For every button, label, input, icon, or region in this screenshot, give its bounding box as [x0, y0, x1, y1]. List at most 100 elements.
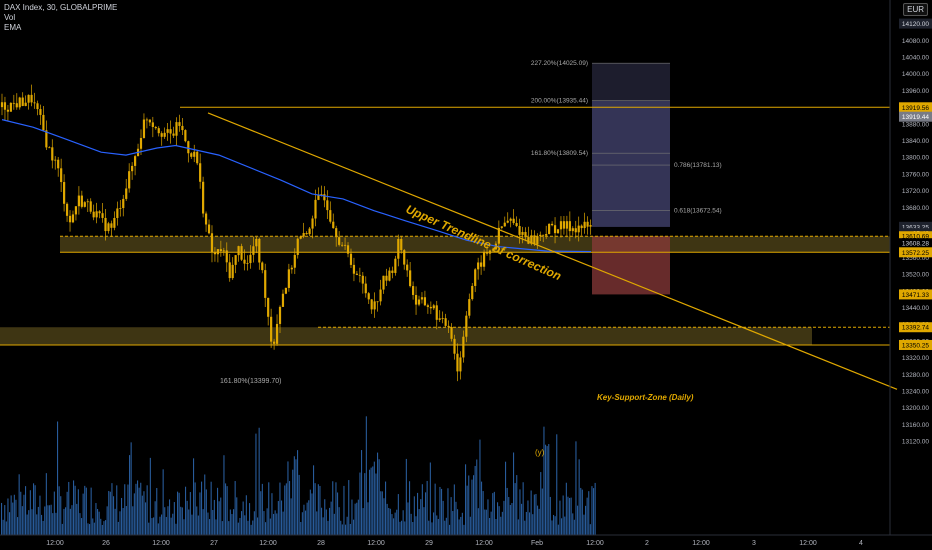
- candle-body: [323, 194, 326, 201]
- volume-bar: [356, 502, 358, 535]
- volume-bar: [364, 473, 366, 535]
- candle-body: [515, 223, 518, 226]
- volume-bar: [308, 500, 310, 535]
- volume-indicator-label[interactable]: Vol: [4, 13, 16, 22]
- candle-body: [568, 221, 571, 232]
- volume-bar: [277, 501, 279, 535]
- candle-body: [154, 126, 157, 129]
- candle-body: [429, 306, 432, 309]
- volume-bar: [207, 512, 209, 535]
- volume-bar: [530, 490, 532, 535]
- volume-bar: [425, 492, 427, 535]
- candle-body: [148, 119, 151, 123]
- price-badge-label: 13608.28: [902, 241, 929, 248]
- candle-body: [101, 213, 104, 218]
- volume-bar: [564, 516, 566, 535]
- volume-bar: [255, 433, 257, 535]
- volume-bar: [409, 481, 411, 535]
- candle-body: [500, 226, 503, 228]
- volume-bar: [151, 518, 153, 535]
- volume-bar: [167, 506, 169, 535]
- volume-bar: [79, 513, 81, 535]
- volume-bar: [28, 510, 30, 535]
- volume-bar: [41, 514, 43, 535]
- candle-body: [432, 305, 435, 309]
- time-tick-label: 12:00: [475, 540, 493, 547]
- volume-bar: [498, 506, 500, 535]
- volume-bar: [527, 500, 529, 535]
- volume-bar: [562, 495, 564, 535]
- price-badge: [899, 247, 932, 258]
- volume-bar: [130, 442, 132, 535]
- candle-body: [441, 318, 444, 319]
- volume-bar: [557, 524, 559, 535]
- volume-bar: [196, 506, 198, 535]
- volume-bar: [45, 473, 47, 535]
- price-tick-label: 14000.00: [902, 71, 929, 78]
- volume-bar: [159, 516, 161, 535]
- candle-body: [370, 299, 373, 310]
- candle-body: [320, 194, 323, 195]
- volume-bar: [554, 516, 556, 535]
- candle-body: [456, 353, 459, 372]
- candle-body: [346, 245, 350, 254]
- price-badge-label: 13633.25: [902, 224, 929, 231]
- volume-bar: [410, 513, 412, 535]
- price-badge: [899, 322, 932, 333]
- upper-trendline[interactable]: [207, 112, 898, 390]
- volume-bar: [415, 516, 417, 535]
- candle-body: [527, 237, 530, 244]
- volume-bar: [143, 491, 145, 535]
- volume-bar: [548, 444, 550, 535]
- candle-body: [258, 238, 261, 263]
- ema-indicator-label[interactable]: EMA: [4, 23, 22, 32]
- candle-body: [166, 129, 169, 133]
- volume-bar: [148, 522, 150, 535]
- ema-line: [1, 119, 592, 253]
- candle-body: [450, 326, 453, 339]
- volume-bar: [138, 487, 140, 535]
- candle-body: [447, 325, 450, 327]
- volume-bar: [33, 483, 35, 535]
- candle-body: [379, 289, 382, 302]
- candle-body: [272, 341, 276, 344]
- candle-body: [361, 275, 364, 284]
- candle-body: [113, 217, 116, 228]
- candle-body: [222, 250, 225, 252]
- price-badge: [899, 111, 932, 122]
- support-zone-intraday: [60, 236, 890, 253]
- volume-bar: [333, 513, 335, 535]
- volume-bar: [114, 508, 116, 535]
- candle-body: [71, 214, 75, 223]
- volume-bar: [265, 522, 267, 535]
- volume-bar: [106, 506, 108, 535]
- volume-bar: [385, 481, 387, 535]
- price-tick-label: 13840.00: [902, 138, 929, 145]
- volume-bar: [116, 485, 118, 535]
- candle-body: [509, 218, 512, 221]
- volume-bar: [325, 509, 327, 535]
- time-tick-label: 12:00: [586, 540, 604, 547]
- volume-bar: [509, 504, 511, 535]
- volume-bar: [381, 491, 383, 535]
- time-tick-label: 12:00: [152, 540, 170, 547]
- currency-badge[interactable]: EUR: [903, 3, 928, 16]
- volume-bar: [69, 508, 71, 535]
- candle-body: [385, 275, 388, 281]
- volume-bar: [213, 499, 215, 535]
- candle-body: [533, 235, 536, 245]
- volume-bar: [441, 488, 443, 535]
- volume-bar: [577, 505, 579, 535]
- volume-bar: [258, 427, 260, 535]
- candle-body: [530, 235, 533, 244]
- candle-body: [68, 215, 72, 223]
- candle-body: [471, 285, 474, 300]
- candle-body: [65, 203, 69, 216]
- volume-bar: [201, 481, 203, 535]
- volume-bar: [588, 491, 590, 535]
- volume-bar: [74, 485, 76, 535]
- volume-bar: [349, 523, 351, 535]
- volume-bar: [164, 507, 166, 535]
- volume-bar: [100, 518, 102, 535]
